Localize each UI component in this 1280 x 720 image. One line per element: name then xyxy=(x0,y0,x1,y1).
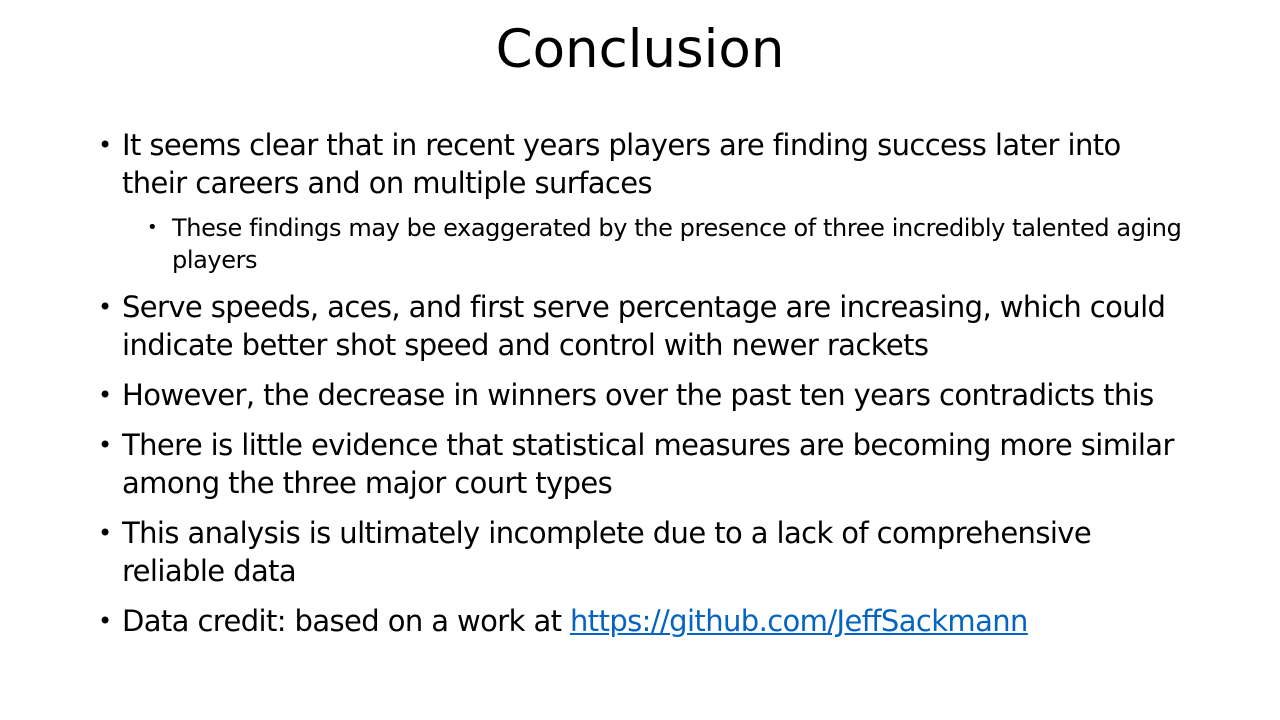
sub-bullet-icon: • xyxy=(147,217,158,238)
bullet-item: • This analysis is ultimately incomplete… xyxy=(96,514,1186,590)
bullet-icon: • xyxy=(98,131,112,159)
data-credit-link[interactable]: https://github.com/JeffSackmann xyxy=(570,604,1028,638)
bullet-item: • Serve speeds, aces, and first serve pe… xyxy=(96,288,1186,364)
bullet-text: It seems clear that in recent years play… xyxy=(122,128,1121,200)
bullet-text: Serve speeds, aces, and first serve perc… xyxy=(122,290,1166,362)
sub-bullet-list: • These findings may be exaggerated by t… xyxy=(122,212,1186,276)
bullet-list: • It seems clear that in recent years pl… xyxy=(96,126,1186,652)
bullet-item: • There is little evidence that statisti… xyxy=(96,426,1186,502)
bullet-item: • It seems clear that in recent years pl… xyxy=(96,126,1186,276)
bullet-text: This analysis is ultimately incomplete d… xyxy=(122,516,1092,588)
slide-title: Conclusion xyxy=(495,19,785,80)
bullet-icon: • xyxy=(98,431,112,459)
bullet-text: However, the decrease in winners over th… xyxy=(122,378,1154,412)
bullet-icon: • xyxy=(98,381,112,409)
bullet-icon: • xyxy=(98,293,112,321)
bullet-item: • However, the decrease in winners over … xyxy=(96,376,1186,414)
bullet-text: Data credit: based on a work at xyxy=(122,604,571,638)
sub-bullet-item: • These findings may be exaggerated by t… xyxy=(122,212,1186,276)
bullet-item: • Data credit: based on a work at https:… xyxy=(96,602,1186,640)
bullet-text: There is little evidence that statistica… xyxy=(122,428,1174,500)
bullet-icon: • xyxy=(98,607,112,635)
bullet-icon: • xyxy=(98,519,112,547)
sub-bullet-text: These findings may be exaggerated by the… xyxy=(172,214,1182,274)
